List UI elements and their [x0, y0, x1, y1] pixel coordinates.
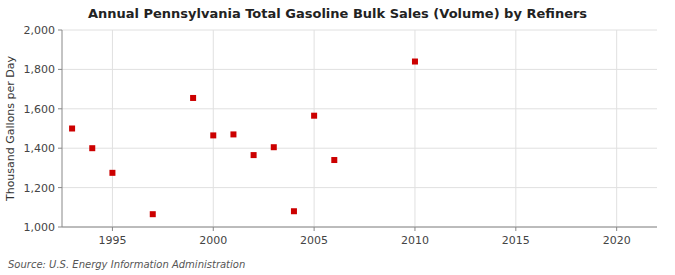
- point: [89, 145, 95, 151]
- source-note: Source: U.S. Energy Information Administ…: [8, 259, 245, 270]
- point: [412, 59, 418, 65]
- x-tick: [314, 227, 315, 231]
- y-tick-label: 1,800: [24, 63, 56, 76]
- x-grid-line: [515, 30, 516, 227]
- points: [69, 59, 418, 218]
- y-axis-label: Thousand Gallons per Day: [4, 55, 17, 202]
- title: Annual Pennsylvania Total Gasoline Bulk …: [88, 6, 587, 21]
- x-tick-label: 1995: [98, 234, 126, 247]
- x-grid-line: [314, 30, 315, 227]
- y-tick: [58, 108, 62, 109]
- y-grid-line: [62, 227, 657, 228]
- y-tick-label: 2,000: [24, 24, 56, 37]
- y-tick-label: 1,600: [24, 103, 56, 116]
- x-tick-label: 2005: [300, 234, 328, 247]
- x-grid-line: [112, 30, 113, 227]
- x-tick: [515, 227, 516, 231]
- point: [210, 132, 216, 138]
- y-tick: [58, 30, 62, 31]
- grid: [62, 30, 657, 227]
- x-grid-line: [616, 30, 617, 227]
- point: [311, 113, 317, 119]
- x-axis-line: [62, 227, 657, 228]
- y-tick: [58, 148, 62, 149]
- x-tick: [616, 227, 617, 231]
- point: [230, 131, 236, 137]
- y-tick-label: 1,200: [24, 182, 56, 195]
- x-tick-label: 2000: [199, 234, 227, 247]
- point: [190, 95, 196, 101]
- x-tick: [414, 227, 415, 231]
- page: {"chart_data": {"type": "scatter", "titl…: [0, 0, 675, 275]
- point: [251, 152, 257, 158]
- y-axis-line: [62, 30, 63, 227]
- point: [109, 170, 115, 176]
- y-grid-line: [62, 108, 657, 109]
- y-grid-line: [62, 30, 657, 31]
- point: [69, 126, 75, 132]
- point: [271, 144, 277, 150]
- x-tick-label: 2020: [603, 234, 631, 247]
- x-tick: [112, 227, 113, 231]
- y-grid-line: [62, 148, 657, 149]
- point: [150, 211, 156, 217]
- y-tick: [58, 227, 62, 228]
- y-tick: [58, 187, 62, 188]
- y-tick-label: 1,400: [24, 142, 56, 155]
- y-tick: [58, 69, 62, 70]
- y-grid-line: [62, 187, 657, 188]
- chart: Annual Pennsylvania Total Gasoline Bulk …: [0, 0, 675, 275]
- x-grid-line: [213, 30, 214, 227]
- y-grid-line: [62, 69, 657, 70]
- x-tick-label: 2010: [401, 234, 429, 247]
- point: [331, 157, 337, 163]
- point: [291, 208, 297, 214]
- x-tick-label: 2015: [502, 234, 530, 247]
- y-tick-label: 1,000: [24, 221, 56, 234]
- x-tick: [213, 227, 214, 231]
